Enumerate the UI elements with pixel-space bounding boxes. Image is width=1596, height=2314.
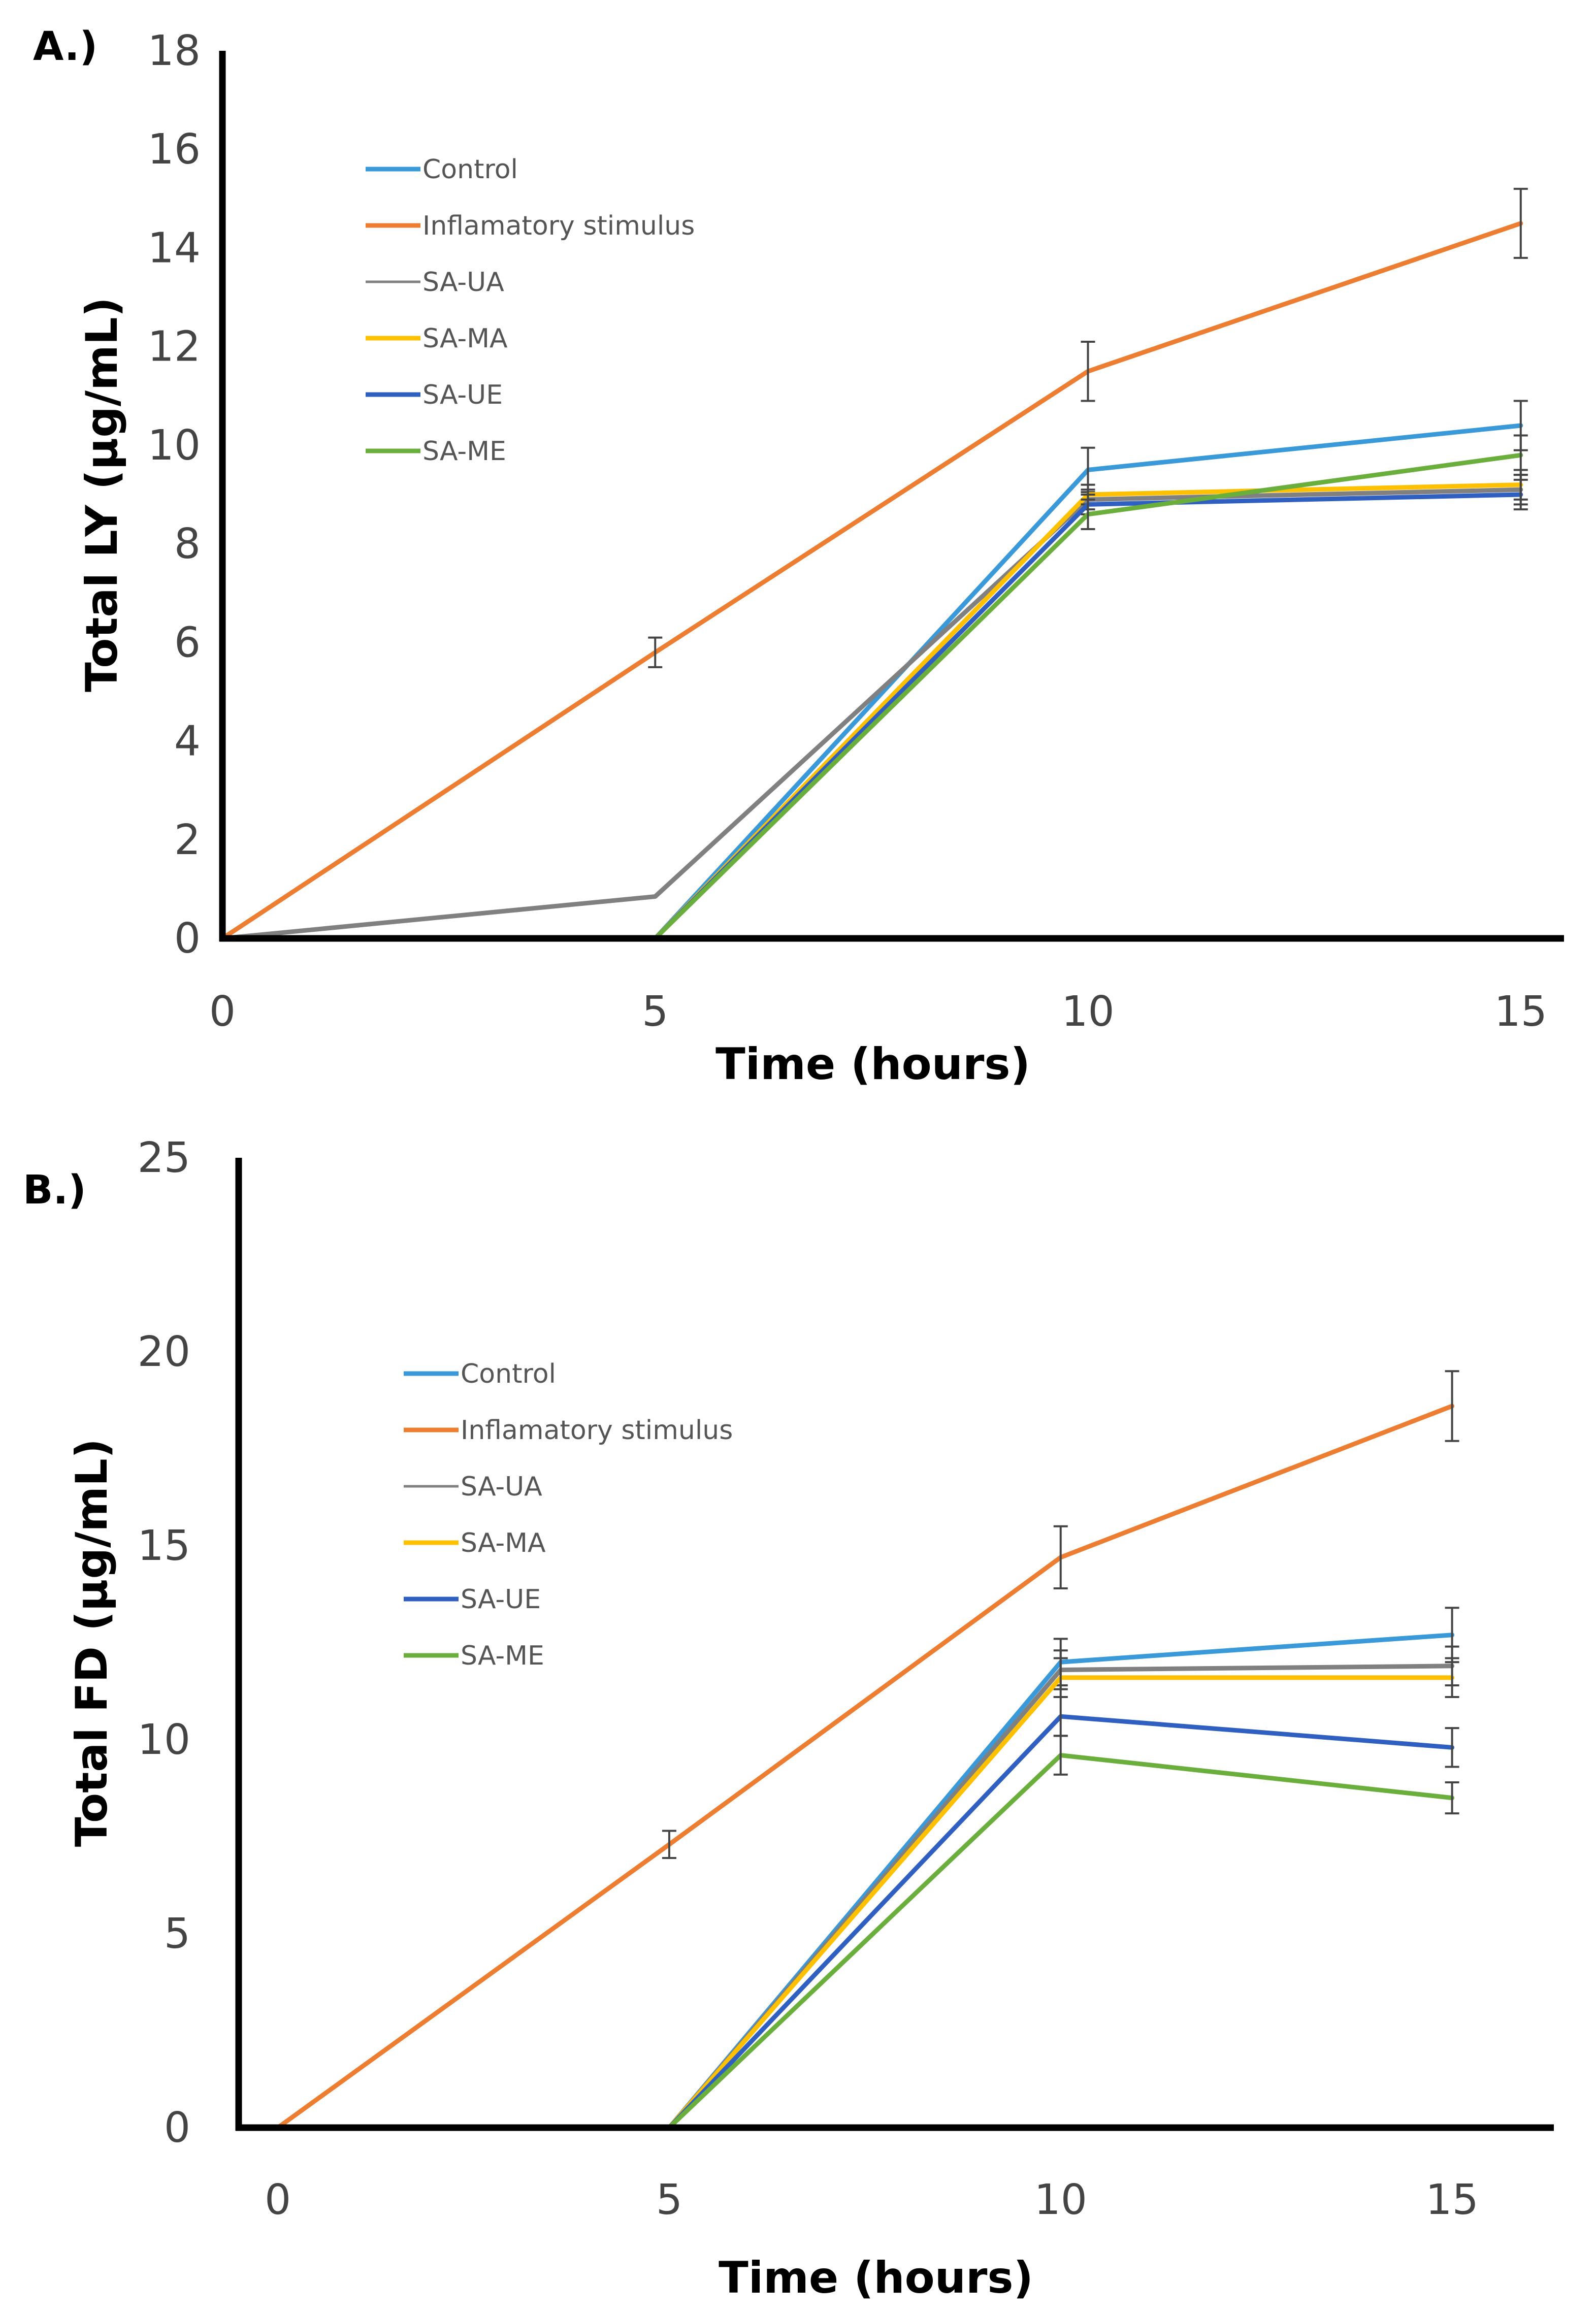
y-tick-label: 0	[174, 915, 201, 963]
x-tick-label: 5	[656, 2176, 682, 2224]
error-bar-sa-me	[1445, 1781, 1459, 1815]
y-tick-label: 20	[138, 1328, 190, 1376]
y-tick-label: 6	[174, 618, 201, 667]
legend-label: SA-UA	[461, 1472, 542, 1502]
error-bar-sa-me	[1513, 434, 1528, 476]
x-axis-title: Time (hours)	[715, 1039, 1030, 1090]
panel-label: B.)	[23, 1167, 86, 1213]
y-tick-label: 16	[148, 125, 201, 174]
series-line-sa-ma	[220, 482, 1523, 941]
series-line-sa-ua	[220, 487, 1523, 941]
y-axis-title: Total LY (µg/mL)	[77, 297, 127, 692]
y-tick-label: 18	[148, 27, 201, 75]
error-bar-inflamatory-stimulus	[1445, 1370, 1459, 1442]
legend: Control Inflamatory stimulus SA-UA SA-MA SA-…	[366, 154, 695, 467]
y-tick-label: 25	[138, 1134, 190, 1182]
legend-label: Inflamatory stimulus	[461, 1415, 733, 1446]
legend-label: Control	[422, 154, 518, 185]
x-tick-label: 15	[1425, 2176, 1478, 2224]
y-axis-title: Total FD (µg/mL)	[67, 1439, 117, 1847]
y-tick-label: 10	[148, 421, 201, 470]
panel-label: A.)	[33, 24, 97, 70]
legend-label: SA-MA	[461, 1528, 546, 1558]
legend-label: SA-ME	[422, 436, 506, 467]
series-line-sa-ma	[275, 1675, 1455, 2130]
error-bar-inflamatory-stimulus	[1081, 340, 1095, 402]
legend-label: SA-UE	[461, 1584, 541, 1615]
y-tick-label: 4	[174, 718, 201, 766]
series-line-control	[220, 423, 1523, 941]
legend-label: SA-UE	[422, 380, 503, 410]
chart-panel-b: B.) 0 5 10 15 20 25 0 5 10 15 Time (hours) Total FD …	[23, 1134, 1554, 2303]
error-bar-inflamatory-stimulus	[1513, 187, 1528, 259]
error-bar-inflamatory-stimulus	[648, 636, 663, 668]
x-tick-label: 10	[1061, 988, 1114, 1036]
error-bar-sa-ue	[1513, 478, 1528, 511]
x-tick-label: 10	[1034, 2176, 1087, 2224]
error-bar-sa-ue	[1445, 1727, 1459, 1768]
y-tick-label: 12	[148, 323, 201, 371]
x-tick-label: 0	[209, 988, 236, 1036]
error-bar-inflamatory-stimulus	[662, 1830, 676, 1860]
y-tick-label: 5	[164, 1910, 190, 1958]
series-line-sa-me	[275, 1753, 1455, 2130]
y-tick-label: 10	[138, 1716, 190, 1764]
legend-label: SA-MA	[422, 323, 508, 354]
error-bar-sa-ma	[1445, 1657, 1459, 1698]
x-tick-label: 0	[265, 2176, 291, 2224]
y-tick-label: 8	[174, 520, 201, 568]
chart-panel-a: A.) 0 2 4 6 8 10 12 14 16 18 0 5 10 15 Time (hours) Tota…	[33, 24, 1564, 1090]
legend-label: SA-ME	[461, 1641, 544, 1671]
series-line-inflamatory-stimulus	[220, 221, 1523, 941]
x-tick-label: 15	[1494, 988, 1547, 1036]
legend-label: SA-UA	[422, 267, 504, 298]
x-tick-label: 5	[642, 988, 668, 1036]
series-line-control	[275, 1633, 1455, 2130]
legend: Control Inflamatory stimulus SA-UA SA-MA SA-…	[404, 1359, 733, 1671]
legend-label: Control	[461, 1359, 556, 1389]
series-line-inflamatory-stimulus	[275, 1404, 1455, 2130]
error-bar-sa-me	[1053, 1735, 1068, 1776]
y-tick-label: 14	[148, 224, 201, 272]
y-tick-label: 15	[138, 1522, 190, 1570]
error-bar-sa-me	[1081, 498, 1095, 530]
y-tick-label: 2	[174, 816, 201, 864]
x-axis-title: Time (hours)	[719, 2253, 1033, 2303]
error-bar-inflamatory-stimulus	[1053, 1525, 1068, 1590]
legend-label: Inflamatory stimulus	[422, 211, 695, 241]
y-tick-label: 0	[164, 2104, 190, 2152]
